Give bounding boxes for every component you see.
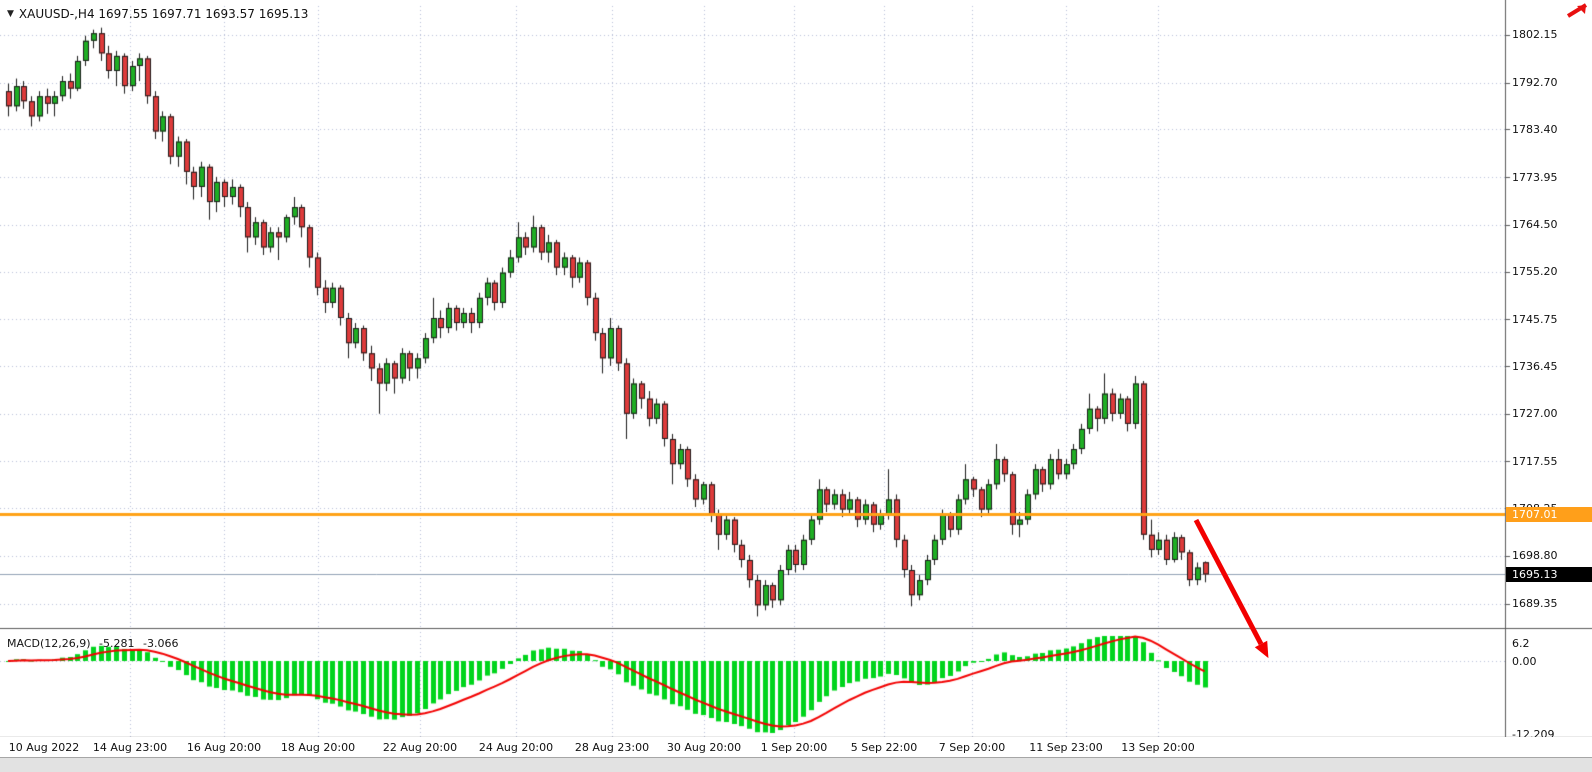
one-click-trading-toggle-icon[interactable]: ▼ bbox=[7, 9, 14, 19]
price-tick-label: 1792.70 bbox=[1512, 76, 1558, 90]
macd-indicator-label: MACD(12,26,9) -5.281 -3.066 bbox=[7, 637, 183, 650]
price-tick-label: 1755.20 bbox=[1512, 265, 1558, 279]
macd-value-main: -5.281 bbox=[99, 637, 135, 650]
macd-value-signal: -3.066 bbox=[143, 637, 179, 650]
time-axis[interactable]: 10 Aug 2022 14 Aug 23:00 16 Aug 20:00 18 Au… bbox=[0, 737, 1592, 757]
time-tick-label: 1 Sep 20:00 bbox=[760, 741, 828, 754]
price-tick-label: 1764.50 bbox=[1512, 218, 1558, 232]
price-tick-label: 1783.40 bbox=[1512, 122, 1558, 136]
price-tick-label: 1689.35 bbox=[1512, 597, 1558, 611]
time-tick-label: 7 Sep 20:00 bbox=[938, 741, 1006, 754]
macd-name: MACD(12,26,9) bbox=[7, 637, 91, 650]
time-tick-label: 13 Sep 20:00 bbox=[1121, 741, 1195, 754]
macd-tick-label: 0.00 bbox=[1512, 654, 1537, 668]
price-tick-label: 1802.15 bbox=[1512, 28, 1558, 42]
price-axis[interactable]: 1802.15 1792.70 1783.40 1773.95 1764.50 1755.… bbox=[1506, 0, 1592, 737]
macd-tick-label: 6.2 bbox=[1512, 636, 1530, 650]
price-tick-label: 1773.95 bbox=[1512, 170, 1558, 184]
hline-price-tag[interactable]: 1707.01 bbox=[1506, 507, 1592, 523]
price-tick-label: 1698.80 bbox=[1512, 549, 1558, 563]
macd-axis: 6.2 0.00 -12.209 bbox=[1506, 0, 1592, 741]
bid-price-tag: 1695.13 bbox=[1506, 566, 1592, 582]
window-bottom-strip bbox=[0, 757, 1592, 772]
time-tick-label: 30 Aug 20:00 bbox=[666, 741, 742, 754]
price-tick-label: 1745.75 bbox=[1512, 312, 1558, 326]
time-tick-label: 24 Aug 20:00 bbox=[478, 741, 554, 754]
price-tick-label: 1727.00 bbox=[1512, 407, 1558, 421]
symbol-ohlc-text: XAUUSD-,H4 1697.55 1697.71 1693.57 1695.… bbox=[18, 7, 309, 21]
symbol-info-bar: ▼ XAUUSD-,H4 1697.55 1697.71 1693.57 169… bbox=[7, 7, 308, 21]
time-tick-label: 18 Aug 20:00 bbox=[280, 741, 356, 754]
time-tick-label: 11 Sep 23:00 bbox=[1029, 741, 1103, 754]
time-tick-label: 28 Aug 23:00 bbox=[574, 741, 650, 754]
price-tick-label: 1736.45 bbox=[1512, 359, 1558, 373]
time-tick-label: 14 Aug 23:00 bbox=[92, 741, 168, 754]
price-tick-label: 1717.55 bbox=[1512, 454, 1558, 468]
time-tick-label: 22 Aug 20:00 bbox=[382, 741, 458, 754]
time-tick-label: 10 Aug 2022 bbox=[8, 741, 80, 754]
time-tick-label: 16 Aug 20:00 bbox=[186, 741, 262, 754]
time-tick-label: 5 Sep 22:00 bbox=[850, 741, 918, 754]
